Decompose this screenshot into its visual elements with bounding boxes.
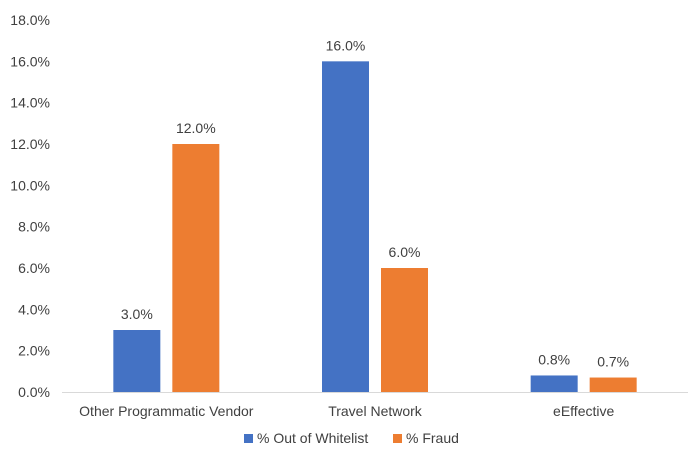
bar-fraud bbox=[589, 377, 637, 392]
y-tick-label: 10.0% bbox=[10, 177, 50, 193]
legend-label: % Out of Whitelist bbox=[257, 430, 368, 446]
y-tick-label: 12.0% bbox=[10, 136, 50, 152]
bar-fraud bbox=[381, 268, 428, 392]
x-axis: Other Programmatic Vendor Travel Network e… bbox=[62, 392, 688, 419]
data-label: 12.0% bbox=[176, 120, 216, 136]
legend-swatch bbox=[393, 434, 402, 443]
legend-label: % Fraud bbox=[406, 430, 459, 446]
data-label: 0.8% bbox=[538, 351, 570, 367]
plot-area: 3.0% 12.0% 16.0% 6.0% 0.8% 0.7% bbox=[113, 37, 637, 392]
bar-out-of-whitelist bbox=[322, 61, 369, 392]
bar-out-of-whitelist bbox=[530, 375, 578, 392]
y-axis: 0.0% 2.0% 4.0% 6.0% 8.0% 10.0% 12.0% 14.0% 16.0%… bbox=[10, 12, 50, 400]
x-category-label: Travel Network bbox=[328, 403, 423, 419]
bar-out-of-whitelist bbox=[113, 330, 161, 392]
data-label: 3.0% bbox=[121, 306, 153, 322]
y-tick-label: 14.0% bbox=[10, 95, 50, 111]
y-tick-label: 16.0% bbox=[10, 53, 50, 69]
x-category-label: eEffective bbox=[553, 403, 614, 419]
x-category-label: Other Programmatic Vendor bbox=[79, 403, 254, 419]
y-tick-label: 0.0% bbox=[18, 384, 50, 400]
y-tick-label: 8.0% bbox=[18, 219, 50, 235]
y-tick-label: 6.0% bbox=[18, 260, 50, 276]
y-tick-label: 18.0% bbox=[10, 12, 50, 28]
data-label: 6.0% bbox=[389, 244, 421, 260]
legend: % Out of Whitelist % Fraud bbox=[244, 430, 459, 446]
data-label: 16.0% bbox=[326, 37, 366, 53]
bar-fraud bbox=[172, 144, 220, 392]
data-label: 0.7% bbox=[597, 354, 629, 370]
y-tick-label: 4.0% bbox=[18, 301, 50, 317]
y-tick-label: 2.0% bbox=[18, 343, 50, 359]
legend-swatch bbox=[244, 434, 253, 443]
